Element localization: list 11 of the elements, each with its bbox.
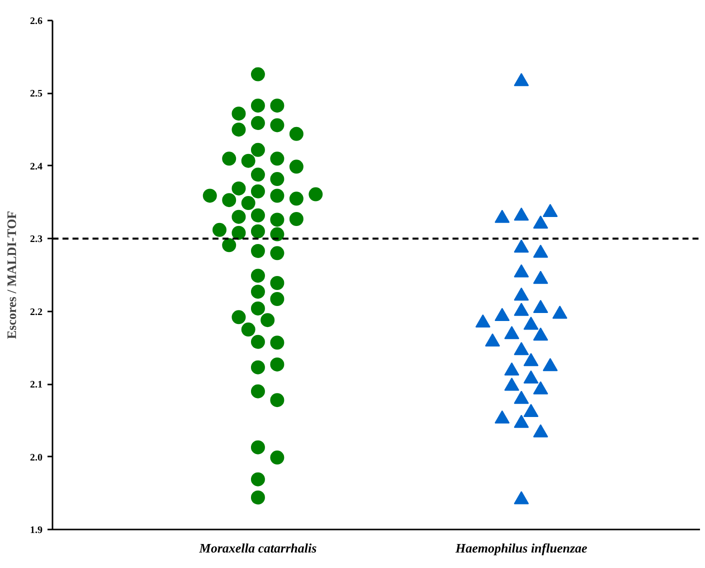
x-tick-label: Haemophilus influenzae xyxy=(454,540,588,556)
y-tick-label: 1.9 xyxy=(30,525,42,536)
y-tick-label: 2.2 xyxy=(30,306,42,318)
y-tick-label: 2.1 xyxy=(30,380,42,391)
y-tick-label: 2.3 xyxy=(30,234,42,246)
y-tick-label: 2.5 xyxy=(30,88,42,100)
y-axis-title: Escores / MALDI-TOF xyxy=(4,210,19,340)
y-tick-label: 2.4 xyxy=(30,161,42,172)
x-tick-label: Moraxella catarrhalis xyxy=(198,540,317,556)
y-tick-label: 2.0 xyxy=(30,452,42,464)
y-tick-label: 2.6 xyxy=(30,16,42,27)
